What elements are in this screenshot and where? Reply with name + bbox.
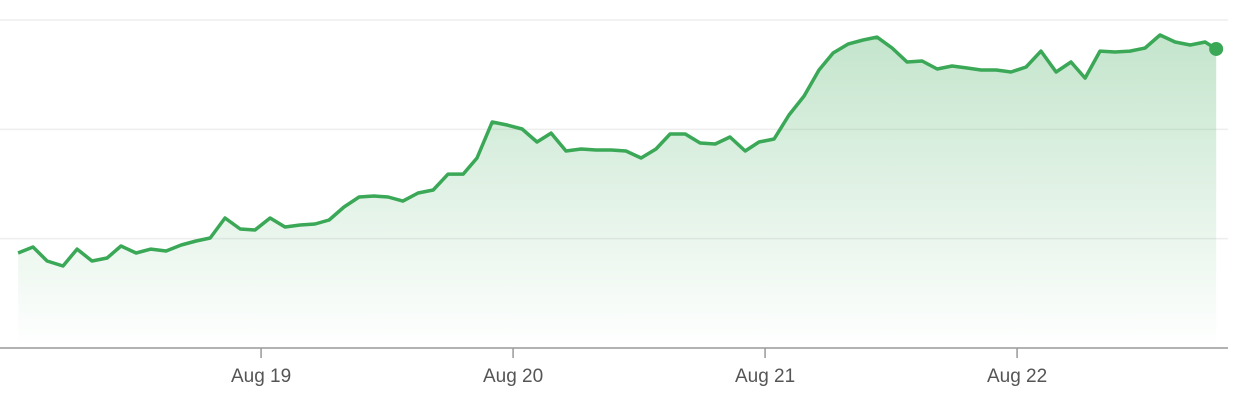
area: [18, 35, 1217, 348]
line: [17, 33, 1218, 268]
x-tick-label: Aug 21: [735, 366, 795, 387]
x-tick-label: Aug 20: [483, 366, 543, 387]
x-tick-label: Aug 22: [987, 366, 1047, 387]
x-tick-label: Aug 19: [231, 366, 291, 387]
end-point: [1209, 41, 1224, 56]
